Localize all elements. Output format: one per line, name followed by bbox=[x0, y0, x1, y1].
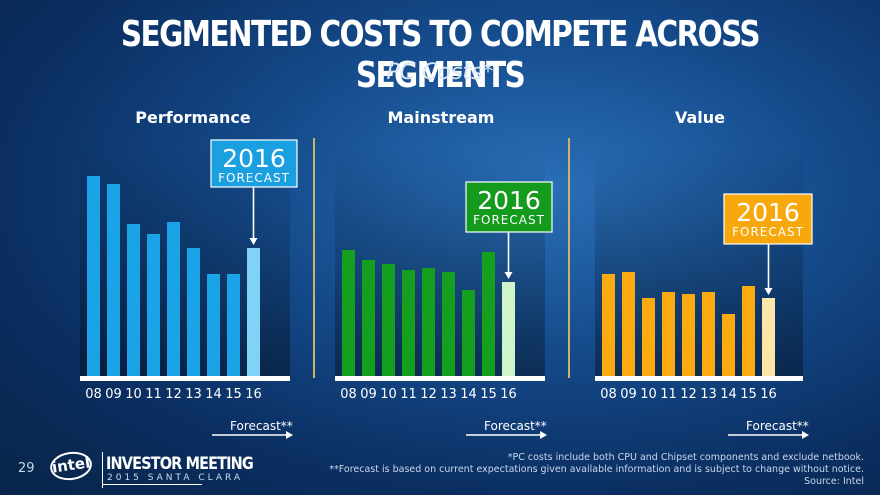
tick-label-performance-13: 13 bbox=[185, 387, 202, 402]
bar-value-08 bbox=[602, 274, 615, 376]
bar-value-15 bbox=[742, 286, 755, 376]
bar-value-14 bbox=[722, 314, 735, 376]
forecast-callout-mainstream bbox=[465, 181, 553, 233]
event-line bbox=[102, 452, 103, 488]
tick-label-mainstream-16: 16 bbox=[500, 387, 517, 402]
bar-mainstream-16 bbox=[502, 282, 515, 376]
callout-year-value: 2016 bbox=[736, 198, 800, 227]
callout-arrow-head-value bbox=[764, 288, 773, 295]
forecast-note-value: Forecast** bbox=[746, 419, 809, 433]
bar-value-10 bbox=[642, 298, 655, 376]
callout-year-mainstream: 2016 bbox=[477, 186, 541, 215]
x-axis-mainstream bbox=[335, 376, 545, 381]
tick-label-value-16: 16 bbox=[760, 387, 777, 402]
footnote-pc-costs: *PC costs include both CPU and Chipset c… bbox=[507, 452, 864, 463]
tick-label-value-13: 13 bbox=[700, 387, 717, 402]
callout-label-performance: FORECAST bbox=[218, 171, 290, 185]
tick-label-performance-09: 09 bbox=[105, 387, 122, 402]
x-axis-value bbox=[595, 376, 803, 381]
tick-label-value-10: 10 bbox=[640, 387, 657, 402]
bar-performance-11 bbox=[147, 234, 160, 376]
bar-mainstream-15 bbox=[482, 252, 495, 376]
forecast-note-arrowhead-performance bbox=[286, 431, 293, 439]
tick-label-mainstream-13: 13 bbox=[440, 387, 457, 402]
bar-value-11 bbox=[662, 292, 675, 376]
tick-label-mainstream-09: 09 bbox=[360, 387, 377, 402]
tick-label-value-14: 14 bbox=[720, 387, 737, 402]
forecast-note-mainstream: Forecast** bbox=[484, 419, 547, 433]
bar-mainstream-12 bbox=[422, 268, 435, 376]
bar-performance-09 bbox=[107, 184, 120, 376]
tick-label-value-15: 15 bbox=[740, 387, 757, 402]
tick-label-value-12: 12 bbox=[680, 387, 697, 402]
bar-performance-12 bbox=[167, 222, 180, 376]
bar-performance-15 bbox=[227, 274, 240, 376]
bar-mainstream-10 bbox=[382, 264, 395, 376]
tick-label-mainstream-10: 10 bbox=[380, 387, 397, 402]
footnote-source: Source: Intel bbox=[804, 476, 864, 487]
bar-mainstream-14 bbox=[462, 290, 475, 376]
callout-label-value: FORECAST bbox=[732, 225, 804, 239]
tick-label-mainstream-14: 14 bbox=[460, 387, 477, 402]
callout-year-performance: 2016 bbox=[222, 144, 286, 173]
bar-performance-08 bbox=[87, 176, 100, 376]
tick-label-mainstream-11: 11 bbox=[400, 387, 417, 402]
tick-label-performance-08: 08 bbox=[85, 387, 102, 402]
event-underline bbox=[102, 484, 202, 485]
event-title: INVESTOR MEETING bbox=[106, 454, 254, 474]
bar-value-13 bbox=[702, 292, 715, 376]
tick-label-performance-10: 10 bbox=[125, 387, 142, 402]
bar-mainstream-13 bbox=[442, 272, 455, 376]
callout-arrow-head-mainstream bbox=[504, 272, 513, 279]
bar-mainstream-08 bbox=[342, 250, 355, 376]
slide-title: Segmented Costs to Compete Across Segmen… bbox=[120, 14, 761, 96]
slide-subtitle: PC Costs* bbox=[386, 60, 494, 85]
page-number: 29 bbox=[18, 461, 35, 476]
forecast-note-arrowhead-mainstream bbox=[540, 431, 547, 439]
forecast-note-performance: Forecast** bbox=[230, 419, 293, 433]
tick-label-performance-12: 12 bbox=[165, 387, 182, 402]
tick-label-value-11: 11 bbox=[660, 387, 677, 402]
tick-label-performance-14: 14 bbox=[205, 387, 222, 402]
bar-performance-13 bbox=[187, 248, 200, 376]
panel-title-performance: Performance bbox=[135, 108, 251, 127]
x-axis-performance bbox=[80, 376, 290, 381]
tick-label-performance-15: 15 bbox=[225, 387, 242, 402]
callout-label-mainstream: FORECAST bbox=[473, 213, 545, 227]
tick-label-mainstream-15: 15 bbox=[480, 387, 497, 402]
tick-label-mainstream-12: 12 bbox=[420, 387, 437, 402]
bar-value-16 bbox=[762, 298, 775, 376]
bar-mainstream-09 bbox=[362, 260, 375, 376]
tick-label-mainstream-08: 08 bbox=[340, 387, 357, 402]
bar-performance-16 bbox=[247, 248, 260, 376]
bar-performance-14 bbox=[207, 274, 220, 376]
footnote-forecast: **Forecast is based on current expectati… bbox=[329, 464, 864, 475]
tick-label-performance-16: 16 bbox=[245, 387, 262, 402]
bar-mainstream-11 bbox=[402, 270, 415, 376]
callout-arrow-head-performance bbox=[249, 238, 258, 245]
bar-value-12 bbox=[682, 294, 695, 376]
bar-performance-10 bbox=[127, 224, 140, 376]
tick-label-performance-11: 11 bbox=[145, 387, 162, 402]
tick-label-value-08: 08 bbox=[600, 387, 617, 402]
tick-label-value-09: 09 bbox=[620, 387, 637, 402]
panel-divider-left bbox=[313, 138, 315, 378]
panel-title-value: Value bbox=[674, 108, 726, 127]
event-subtitle: 2015 SANTA CLARA bbox=[107, 473, 244, 483]
bar-value-09 bbox=[622, 272, 635, 376]
panel-divider-right bbox=[568, 138, 570, 378]
forecast-note-arrowhead-value bbox=[802, 431, 809, 439]
panel-title-mainstream: Mainstream bbox=[387, 108, 495, 127]
